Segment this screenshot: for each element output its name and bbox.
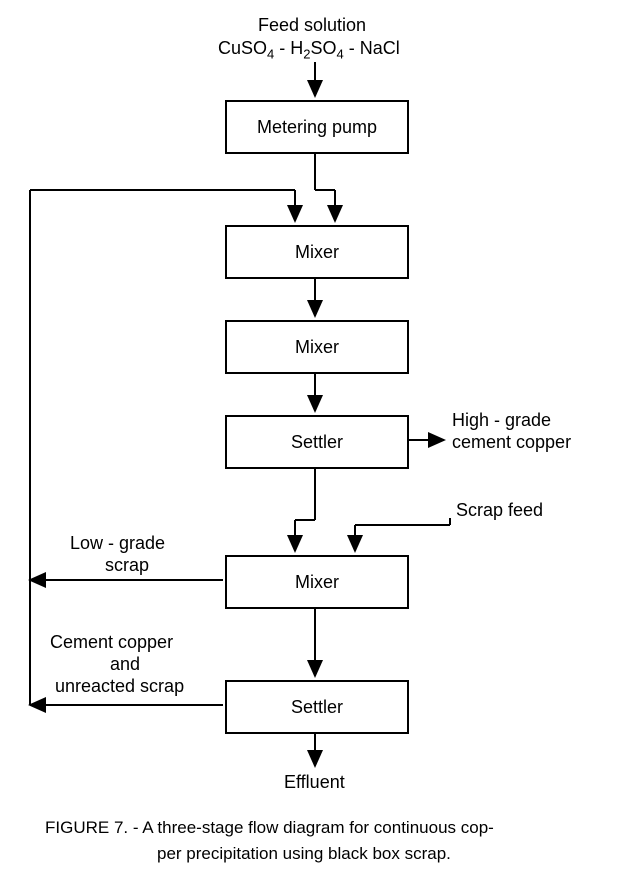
box-label: Mixer bbox=[295, 242, 339, 263]
box-label: Settler bbox=[291, 432, 343, 453]
high-grade-label-1: High - grade bbox=[452, 410, 551, 431]
low-grade-label-1: Low - grade bbox=[70, 533, 165, 554]
scrap-feed-label: Scrap feed bbox=[456, 500, 543, 521]
diagram-canvas: Feed solution CuSO4 - H2SO4 - NaCl Meter… bbox=[0, 0, 620, 888]
box-label: Metering pump bbox=[257, 117, 377, 138]
caption-text-1: A three-stage flow diagram for continuou… bbox=[142, 818, 494, 837]
cement-label-2: and bbox=[110, 654, 140, 675]
box-mixer-2: Mixer bbox=[225, 320, 409, 374]
box-settler-2: Settler bbox=[225, 680, 409, 734]
feed-label-1: Feed solution bbox=[258, 15, 366, 36]
box-mixer-1: Mixer bbox=[225, 225, 409, 279]
effluent-label: Effluent bbox=[284, 772, 345, 793]
caption-prefix: FIGURE 7. - bbox=[45, 818, 142, 837]
box-label: Mixer bbox=[295, 337, 339, 358]
caption-text-2: per precipitation using black box scrap. bbox=[157, 844, 451, 863]
feed-label-2: CuSO4 - H2SO4 - NaCl bbox=[218, 38, 400, 62]
high-grade-label-2: cement copper bbox=[452, 432, 571, 453]
box-label: Settler bbox=[291, 697, 343, 718]
low-grade-label-2: scrap bbox=[105, 555, 149, 576]
box-settler-1: Settler bbox=[225, 415, 409, 469]
box-mixer-3: Mixer bbox=[225, 555, 409, 609]
box-metering-pump: Metering pump bbox=[225, 100, 409, 154]
cement-label-1: Cement copper bbox=[50, 632, 173, 653]
box-label: Mixer bbox=[295, 572, 339, 593]
cement-label-3: unreacted scrap bbox=[55, 676, 184, 697]
figure-caption: FIGURE 7. - A three-stage flow diagram f… bbox=[45, 815, 605, 866]
